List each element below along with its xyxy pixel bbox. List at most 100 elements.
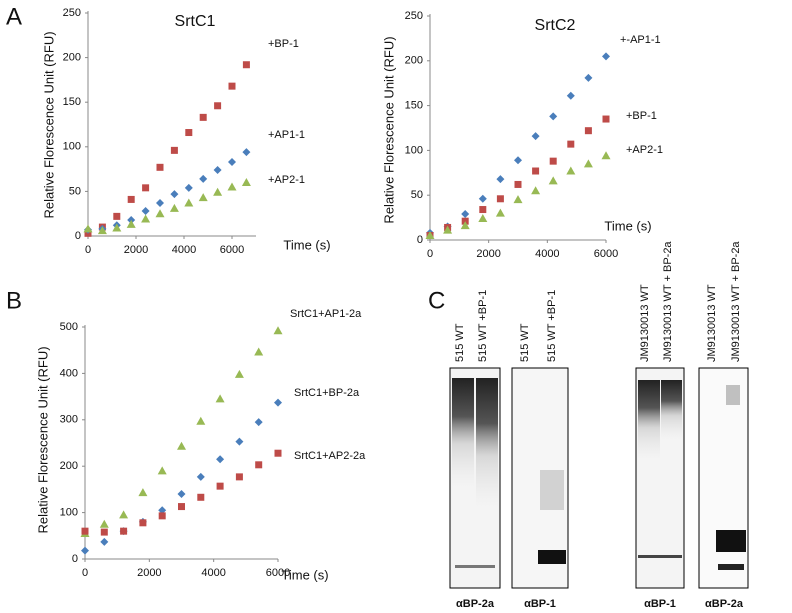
lane-label: JM9130013 WT + BP-2a — [730, 241, 742, 362]
data-point — [548, 176, 558, 185]
lane-label: 515 WT — [519, 323, 531, 362]
data-point — [178, 503, 185, 511]
data-point — [158, 512, 166, 520]
series-label: SrtC1+BP-2a — [294, 387, 360, 399]
data-point — [213, 187, 223, 196]
data-point — [514, 156, 522, 165]
data-point — [138, 488, 148, 497]
data-point — [228, 157, 236, 166]
y-axis-label: Relative Florescence Unit (RFU) — [41, 31, 56, 218]
data-point — [478, 194, 487, 203]
x-axis-label: Time (s) — [281, 567, 328, 582]
data-point — [100, 537, 109, 546]
data-point — [185, 129, 193, 137]
data-point — [216, 482, 224, 490]
data-point — [567, 140, 575, 148]
data-point — [99, 519, 109, 528]
data-point — [242, 148, 251, 157]
x-axis-label: Time (s) — [283, 237, 330, 252]
data-point — [83, 224, 93, 233]
data-point — [566, 91, 575, 100]
data-point — [170, 190, 179, 199]
data-point — [531, 132, 540, 141]
data-point — [255, 461, 263, 469]
data-point — [513, 195, 523, 204]
data-point — [184, 183, 193, 192]
data-point — [531, 186, 541, 195]
data-point — [142, 184, 150, 192]
data-point — [227, 182, 237, 191]
data-point — [198, 193, 208, 202]
x-tick-label: 4000 — [201, 567, 225, 579]
chart-title: SrtC1 — [175, 13, 216, 30]
panel-letter: A — [6, 3, 22, 30]
y-tick-label: 300 — [60, 414, 78, 426]
x-axis-label: Time (s) — [604, 218, 651, 233]
lane-label: JM9130013 WT — [639, 284, 651, 362]
y-tick-label: 200 — [60, 460, 78, 472]
series-label: +AP1-1 — [268, 129, 305, 141]
data-point — [156, 198, 164, 207]
data-point — [496, 175, 505, 184]
data-point — [126, 219, 136, 228]
data-point — [274, 398, 282, 407]
x-tick-label: 0 — [85, 244, 91, 256]
data-point — [234, 369, 244, 378]
data-point — [549, 112, 558, 121]
data-point — [514, 180, 522, 188]
y-tick-label: 200 — [405, 55, 423, 67]
data-point — [241, 177, 251, 186]
data-point — [443, 225, 453, 234]
data-point — [196, 472, 205, 481]
data-point — [495, 208, 505, 217]
data-point — [215, 394, 225, 403]
data-point — [141, 214, 151, 223]
data-point — [214, 102, 222, 110]
data-point — [496, 195, 504, 203]
data-point — [112, 223, 122, 232]
data-point — [254, 418, 263, 427]
antibody-label: αBP-1 — [524, 598, 556, 610]
data-point — [274, 449, 282, 457]
data-point — [273, 326, 283, 335]
y-tick-label: 0 — [75, 230, 81, 242]
data-point — [157, 466, 167, 475]
data-point — [584, 127, 592, 135]
data-point — [113, 212, 121, 220]
y-tick-label: 50 — [411, 189, 423, 201]
data-point — [196, 416, 206, 425]
data-point — [199, 174, 208, 183]
series-label: SrtC1+AP1-2a — [290, 308, 362, 320]
data-point — [141, 207, 150, 216]
x-tick-label: 0 — [427, 248, 433, 260]
y-tick-label: 500 — [60, 321, 78, 333]
x-tick-label: 2000 — [137, 567, 161, 579]
data-point — [228, 82, 236, 90]
chart-title: SrtC2 — [535, 17, 576, 34]
data-point — [216, 455, 225, 464]
data-point — [184, 198, 194, 207]
lane-label: JM9130013 WT — [706, 284, 718, 362]
data-point — [583, 159, 593, 168]
data-point — [602, 52, 610, 61]
data-point — [601, 151, 611, 160]
y-tick-label: 50 — [69, 185, 81, 197]
antibody-label: αBP-1 — [644, 598, 676, 610]
data-point — [479, 206, 487, 214]
x-tick-label: 4000 — [172, 244, 196, 256]
data-point — [235, 473, 243, 481]
x-tick-label: 2000 — [476, 248, 500, 260]
data-point — [177, 490, 186, 499]
blot-images — [449, 367, 749, 589]
y-tick-label: 200 — [63, 52, 81, 64]
y-tick-label: 150 — [405, 100, 423, 112]
data-point — [584, 73, 593, 82]
data-point — [425, 231, 435, 240]
data-point — [170, 146, 178, 154]
antibody-label: αBP-2a — [456, 598, 495, 610]
lane-label: JM9130013 WT + BP-2a — [662, 241, 674, 362]
y-tick-label: 0 — [417, 234, 423, 246]
panel-letter: C — [428, 287, 445, 314]
x-tick-label: 0 — [82, 567, 88, 579]
series-label: +BP-1 — [268, 38, 299, 50]
